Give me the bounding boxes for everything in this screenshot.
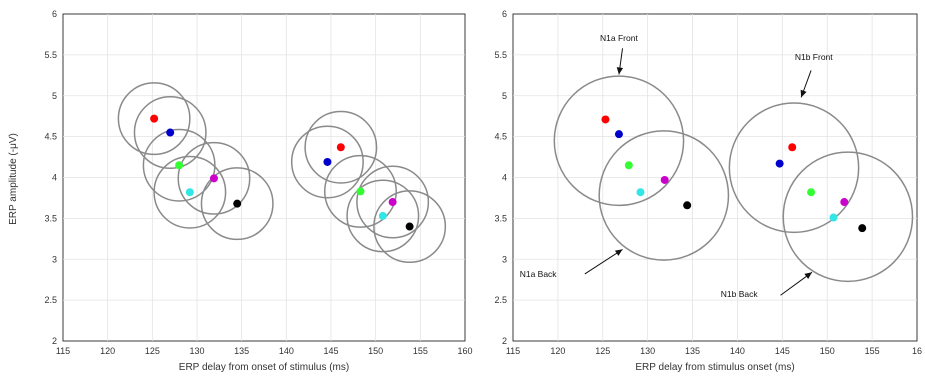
data-point [405,222,414,231]
y-tick-label: 4 [502,173,507,183]
spread-circle [373,190,447,264]
annotation-label: N1a Back [520,269,558,279]
x-axis-label: ERP delay from onset of stimulus (ms) [179,362,349,373]
y-tick-label: 5 [52,91,57,101]
data-point [829,213,838,222]
data-point [356,187,365,196]
data-point [209,174,218,183]
y-tick-label: 2.5 [494,295,507,305]
y-tick-label: 6 [502,9,507,19]
x-tick-label: 145 [775,346,790,356]
spread-circle [133,96,207,170]
data-point [323,157,332,166]
x-tick-label: 155 [865,346,880,356]
spread-circle [553,75,685,207]
y-tick-label: 2 [52,336,57,346]
x-tick-label: 145 [323,346,338,356]
spread-circle [346,179,420,253]
data-point [624,161,633,170]
data-point [166,128,175,137]
y-tick-label: 5.5 [44,50,57,60]
arrow-head [616,67,624,75]
x-tick-label: 120 [100,346,115,356]
x-tick-label: 135 [685,346,700,356]
y-axis-label: ERP amplitude (-μV) [8,133,19,225]
x-tick-label: 140 [279,346,294,356]
spread-circle [782,151,914,283]
annotation-label: N1a Front [600,33,638,43]
x-tick-label: 155 [413,346,428,356]
y-tick-label: 4.5 [494,132,507,142]
spread-circle [290,125,364,199]
data-point [683,201,692,210]
data-point [775,159,784,168]
x-tick-label: 120 [550,346,565,356]
x-tick-label: 130 [189,346,204,356]
right-scatter-plot: 115 120 125 130 135 140 145 150 155 16 2 2.5 3 3.5 4 4.… [494,9,922,373]
x-tick-label: 115 [56,346,70,356]
spread-circle [728,102,860,234]
y-tick-label: 4 [52,173,57,183]
data-point [840,198,849,207]
spread-circle [323,154,397,228]
data-point [636,188,645,197]
data-point [336,143,345,152]
y-tick-label: 4.5 [44,132,57,142]
x-tick-label: 150 [368,346,383,356]
left-scatter-plot: 115 120 125 130 135 140 145 150 155 160 2 2.5 3 3.5 4 4… [44,9,472,373]
x-tick-label: 140 [730,346,745,356]
data-point [858,224,867,233]
arrow-head [614,249,623,256]
x-axis-label: ERP delay from stimulus onset (ms) [635,362,794,373]
spread-circle [356,165,430,239]
x-tick-label: 115 [506,346,520,356]
spread-circle [177,141,251,215]
arrow-head [800,89,807,98]
data-point [601,115,610,124]
x-tick-label: 16 [912,346,922,356]
y-tick-label: 2 [502,336,507,346]
y-tick-label: 5.5 [494,50,507,60]
x-tick-label: 125 [145,346,160,356]
data-point [185,188,194,197]
arrow-head [804,272,812,279]
data-point [378,211,387,220]
spread-circle [153,155,227,229]
y-tick-label: 2.5 [44,295,57,305]
data-point [788,143,797,152]
x-tick-label: 135 [234,346,249,356]
x-tick-label: 160 [457,346,472,356]
annotation-label: N1b Front [795,52,833,62]
annotation-label: N1b Back [721,289,759,299]
spread-circle [304,110,378,184]
annotation-arrow [584,249,623,275]
spread-circle [200,167,274,241]
x-tick-label: 150 [820,346,835,356]
data-point [614,130,623,139]
spread-circle [142,128,216,202]
data-point [660,175,669,184]
y-tick-label: 3.5 [494,213,507,223]
y-tick-label: 6 [52,9,57,19]
spread-circle [598,130,730,261]
x-tick-label: 130 [640,346,655,356]
y-tick-label: 3 [502,254,507,264]
x-tick-label: 125 [595,346,610,356]
y-tick-label: 5 [502,91,507,101]
data-point [175,161,184,170]
y-tick-label: 3 [52,254,57,264]
data-point [233,199,242,208]
spread-circle [117,82,191,156]
data-point [388,198,397,207]
data-point [807,188,816,197]
data-point [150,114,159,123]
y-tick-label: 3.5 [44,213,57,223]
